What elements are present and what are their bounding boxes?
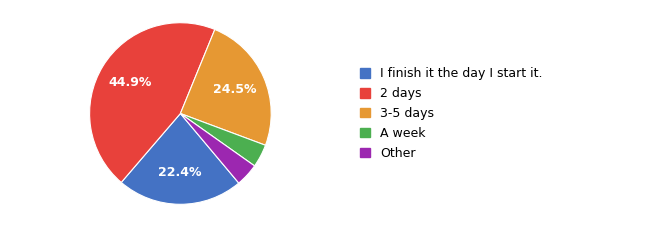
Text: 22.4%: 22.4%	[158, 166, 202, 179]
Text: 44.9%: 44.9%	[108, 76, 152, 89]
Wedge shape	[121, 114, 239, 204]
Legend: I finish it the day I start it., 2 days, 3-5 days, A week, Other: I finish it the day I start it., 2 days,…	[361, 67, 543, 160]
Wedge shape	[180, 30, 271, 145]
Wedge shape	[180, 114, 255, 183]
Wedge shape	[180, 114, 266, 166]
Text: 24.5%: 24.5%	[213, 83, 256, 96]
Wedge shape	[90, 23, 215, 183]
